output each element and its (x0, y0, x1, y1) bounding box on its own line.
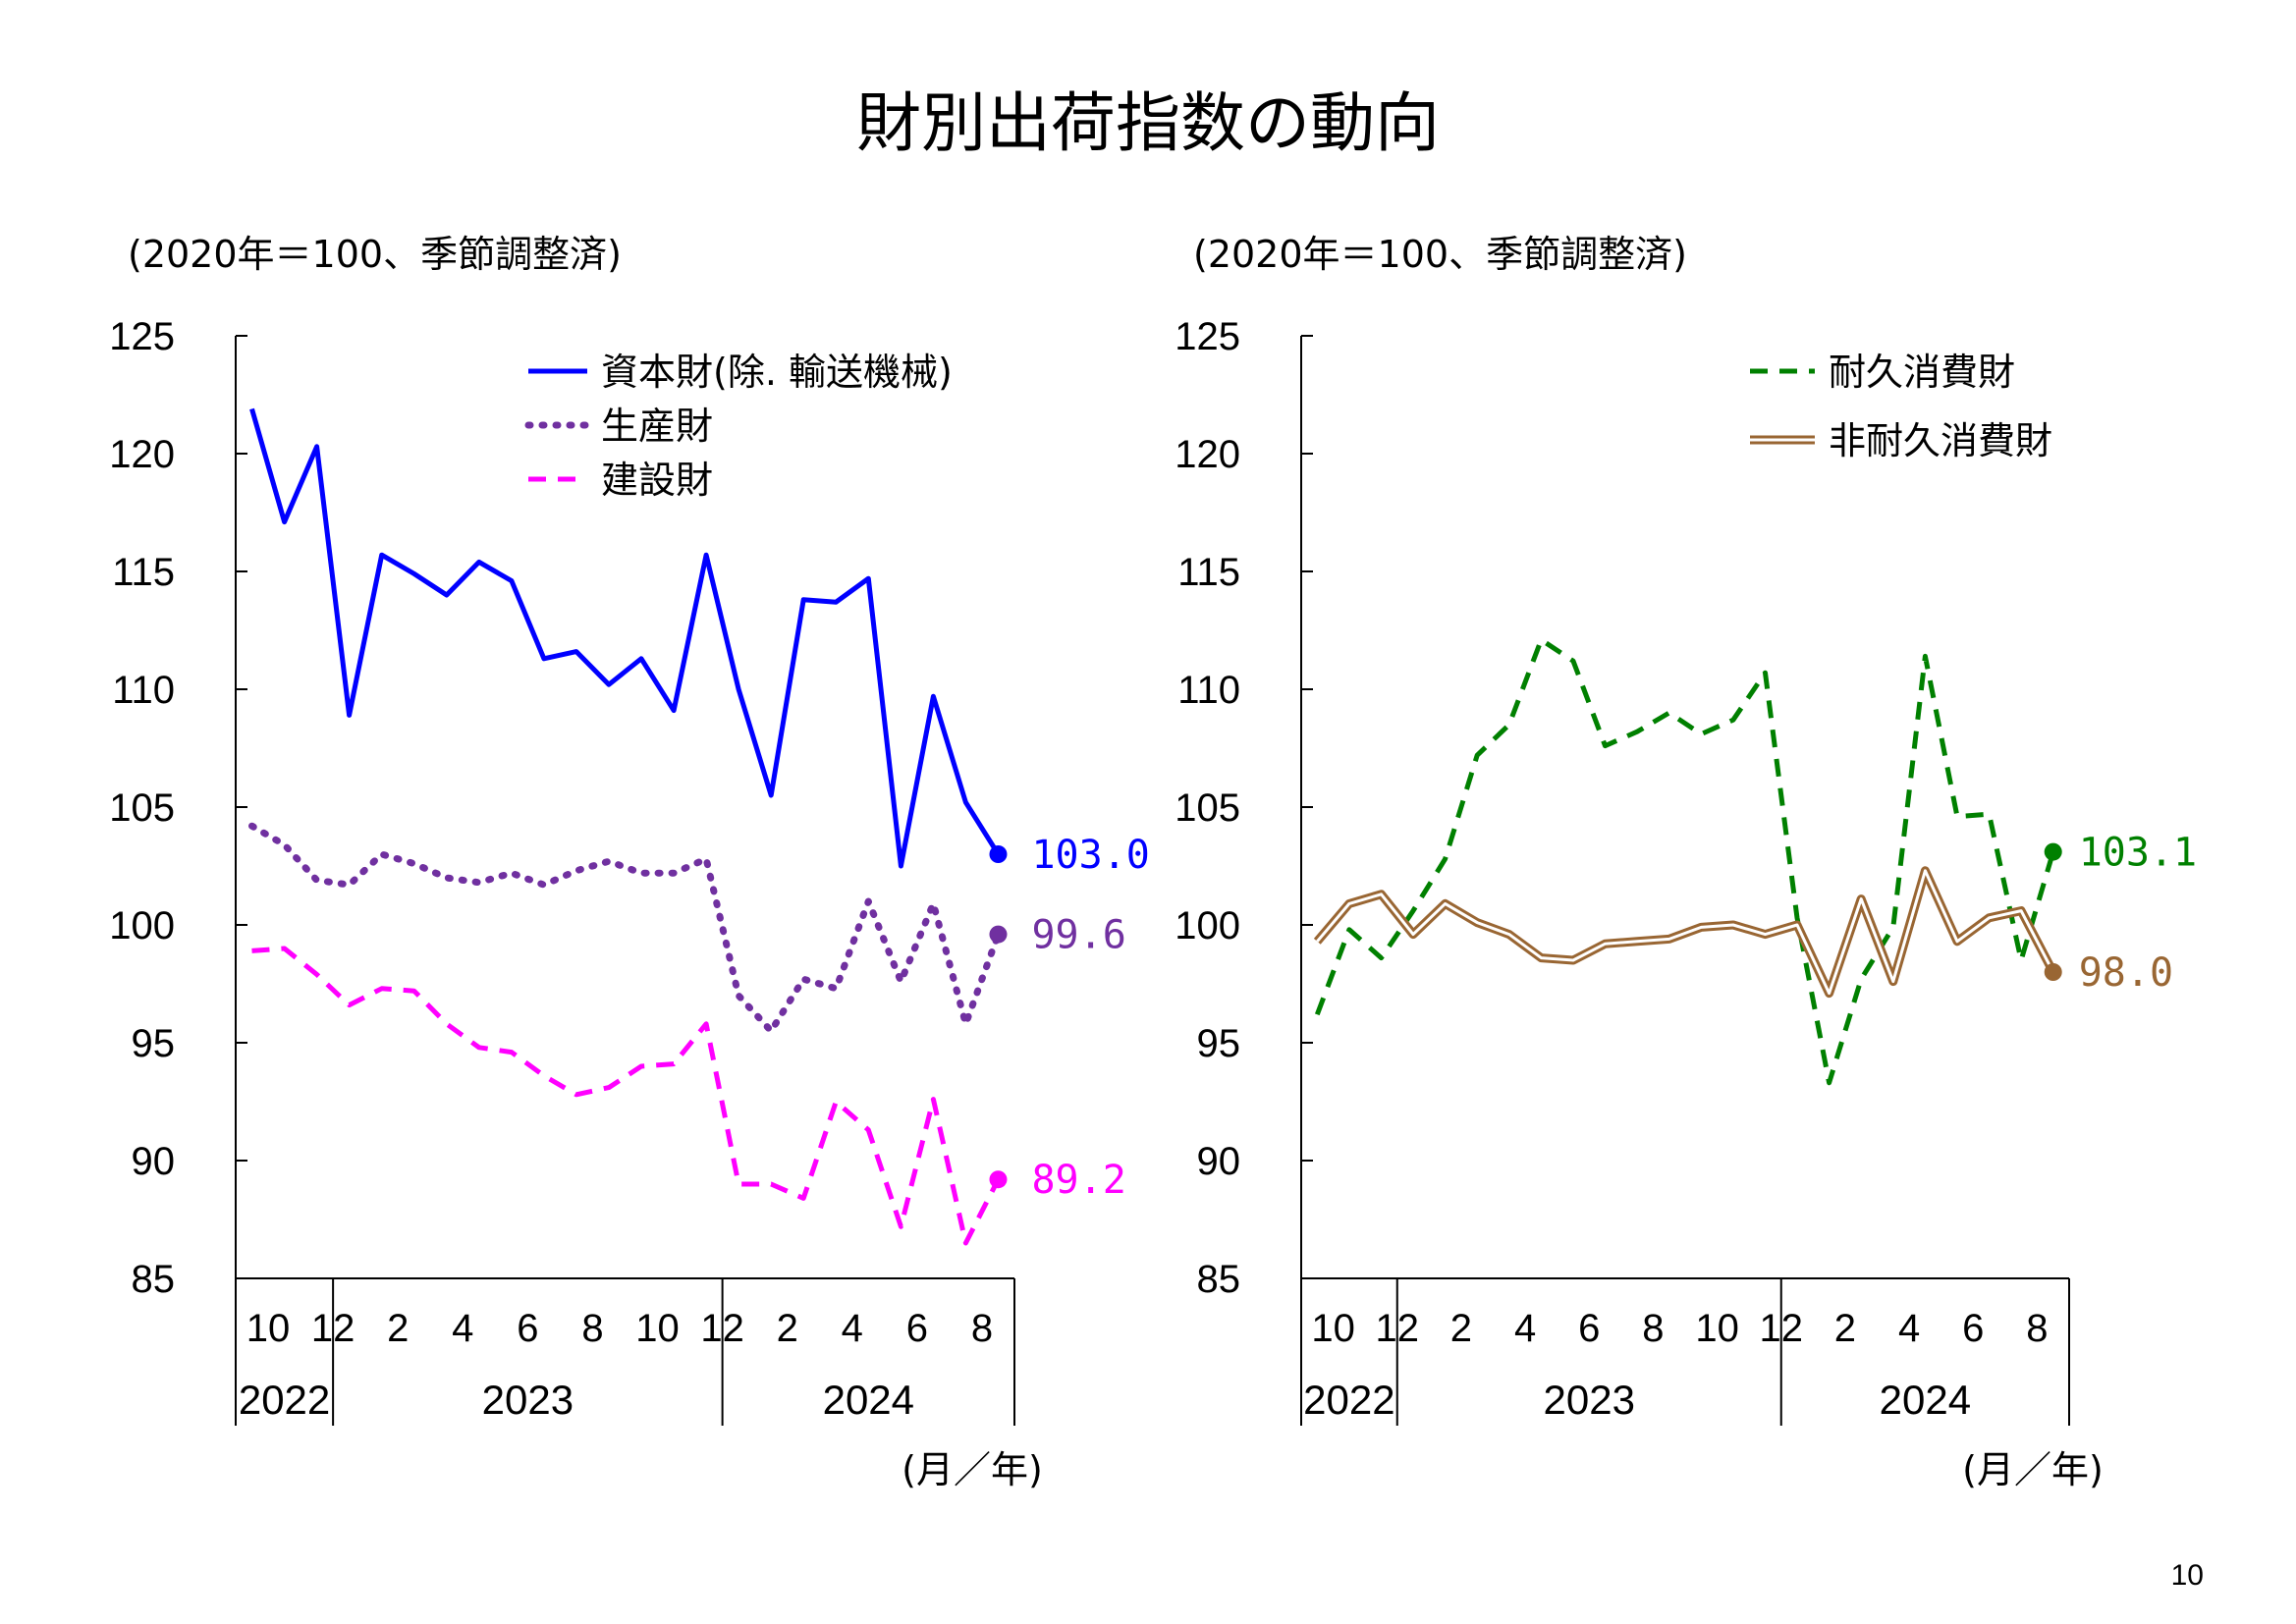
x-tick-label: 10 (246, 1307, 291, 1350)
x-tick-label: 4 (1514, 1307, 1536, 1350)
x-tick-label: 6 (906, 1307, 928, 1350)
y-tick-label: 110 (1177, 669, 1240, 712)
series-end-marker-durable (2044, 842, 2062, 861)
series-end-label: 89.2 (1031, 1158, 1125, 1203)
y-tick-label: 95 (132, 1022, 176, 1065)
x-tick-label: 6 (1578, 1307, 1600, 1350)
y-tick-label: 120 (109, 433, 175, 476)
x-unit-label: (月／年) (1962, 1448, 2104, 1491)
series-end-label: 103.1 (2079, 831, 2197, 876)
series-end-marker-construction (989, 1170, 1008, 1189)
year-label: 2022 (1303, 1377, 1394, 1423)
y-tick-label: 90 (1197, 1140, 1241, 1183)
y-tick-label: 90 (132, 1140, 176, 1183)
series-line-inner-nondurable (1316, 869, 2055, 996)
x-tick-label: 2 (387, 1307, 409, 1350)
y-tick-label: 85 (1197, 1258, 1241, 1301)
x-tick-label: 4 (1898, 1307, 1920, 1350)
x-tick-label: 4 (452, 1307, 473, 1350)
x-tick-label: 10 (1695, 1307, 1739, 1350)
x-tick-label: 4 (842, 1307, 863, 1350)
x-tick-label: 8 (581, 1307, 603, 1350)
y-tick-label: 85 (132, 1258, 176, 1301)
y-tick-label: 115 (112, 551, 175, 594)
legend-label: 建設財 (601, 459, 713, 502)
x-tick-label: 8 (971, 1307, 993, 1350)
legend-label: 生産財 (601, 405, 713, 448)
legend-label: 耐久消費財 (1829, 351, 2015, 394)
y-tick-label: 125 (109, 315, 175, 358)
x-tick-label: 10 (635, 1307, 680, 1350)
year-label: 2024 (823, 1377, 914, 1423)
chart-panel-1: (2020年＝100、季節調整済) 85 90 95 100 105 110 115 120 12… (109, 233, 1150, 1491)
y-tick-label: 115 (1177, 551, 1240, 594)
year-label: 2023 (1544, 1377, 1635, 1423)
series-end-marker-capital (989, 845, 1008, 863)
legend-label: 非耐久消費財 (1829, 419, 2052, 462)
y-unit-label: (2020年＝100、季節調整済) (1193, 233, 1687, 276)
y-tick-label: 120 (1175, 433, 1240, 476)
y-tick-label: 95 (1197, 1022, 1241, 1065)
series-line-production (248, 822, 1002, 1035)
x-tick-label: 2 (1450, 1307, 1472, 1350)
y-tick-label: 125 (1175, 315, 1240, 358)
series-end-label: 98.0 (2079, 950, 2173, 996)
x-tick-label: 8 (2026, 1307, 2048, 1350)
page-title: 財別出荷指数の動向 (856, 85, 1440, 161)
y-tick-label: 100 (1175, 904, 1240, 947)
series-end-label: 103.0 (1031, 833, 1149, 878)
series-line-construction (251, 946, 1001, 1246)
series-line-capital (249, 407, 1001, 869)
series-end-marker-production (989, 925, 1008, 944)
x-tick-label: 2 (1834, 1307, 1856, 1350)
x-tick-label: 8 (1642, 1307, 1664, 1350)
year-label: 2023 (482, 1377, 574, 1423)
year-label: 2024 (1880, 1377, 1971, 1423)
chart-panel-2: (2020年＝100、季節調整済) 85 90 95 100 105 110 115 120 12… (1175, 233, 2197, 1491)
x-tick-label: 6 (1962, 1307, 1984, 1350)
series-end-marker-nondurable (2044, 963, 2062, 981)
series-end-label: 99.6 (1031, 913, 1125, 958)
y-tick-label: 100 (109, 904, 175, 947)
x-tick-label: 6 (517, 1307, 538, 1350)
year-label: 2022 (239, 1377, 330, 1423)
y-unit-label: (2020年＝100、季節調整済) (128, 233, 622, 276)
y-tick-label: 110 (112, 669, 175, 712)
y-tick-label: 105 (109, 786, 175, 830)
page-number: 10 (2170, 1559, 2204, 1592)
legend-label: 資本財(除. 輸送機械) (601, 351, 953, 394)
series-line-durable (1314, 637, 2056, 1086)
x-unit-label: (月／年) (902, 1448, 1043, 1491)
x-tick-label: 2 (777, 1307, 798, 1350)
y-tick-label: 105 (1175, 786, 1240, 830)
x-tick-label: 10 (1311, 1307, 1355, 1350)
